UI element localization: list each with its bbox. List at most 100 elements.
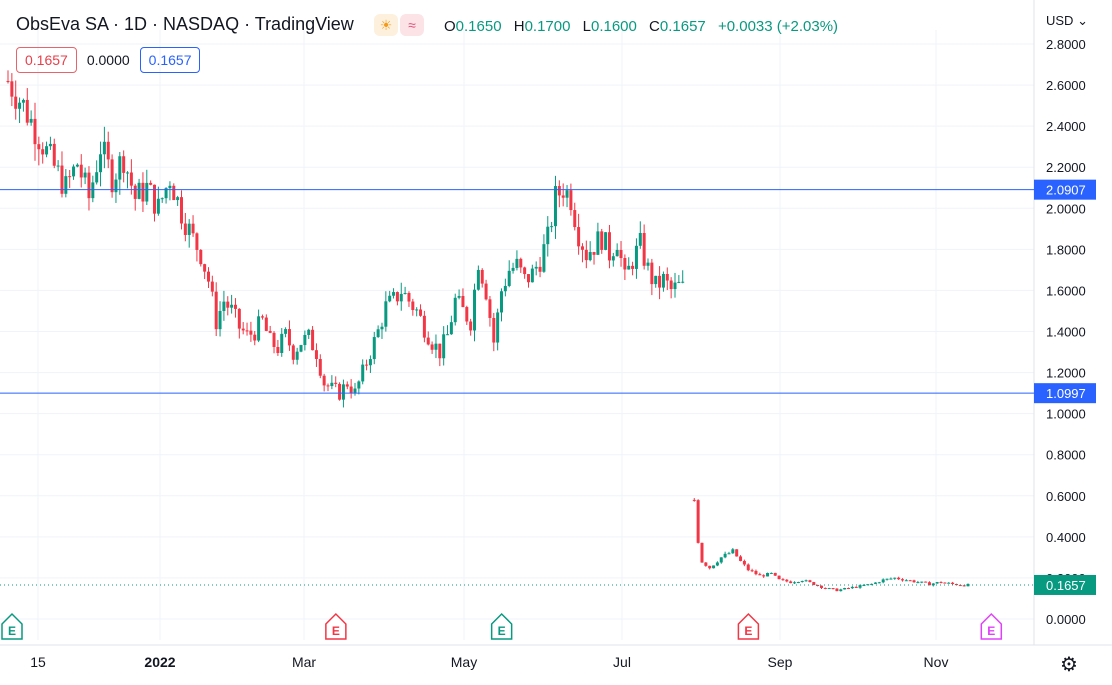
candle-body — [588, 252, 592, 261]
candle-body — [523, 267, 527, 275]
candle-body — [951, 582, 955, 584]
candle-body — [611, 256, 615, 261]
candle-body — [623, 258, 627, 270]
candle-body — [399, 293, 403, 302]
candle-body — [79, 164, 83, 178]
candle-body — [29, 118, 33, 123]
candle-body — [831, 588, 835, 590]
y-tick-label: 2.2000 — [1046, 160, 1086, 175]
price-box-bid[interactable]: 0.1657 — [16, 47, 77, 73]
candle-body — [912, 580, 916, 583]
candle-body — [149, 182, 153, 185]
y-tick-label: 1.8000 — [1046, 242, 1086, 257]
candle-body — [280, 333, 284, 353]
candle-body — [164, 188, 168, 199]
candle-body — [276, 346, 280, 353]
candle-body — [241, 328, 245, 331]
price-box-ask[interactable]: 0.1657 — [139, 47, 201, 73]
candle-body — [820, 585, 824, 588]
candle-body — [272, 332, 276, 347]
candle-body — [330, 382, 334, 387]
candle-body — [245, 330, 249, 332]
candle-body — [843, 587, 847, 590]
candle-body — [287, 329, 291, 346]
candle-body — [742, 560, 746, 565]
close-value: 0.1657 — [659, 18, 706, 35]
candle-body — [365, 364, 369, 366]
candle-body — [804, 580, 808, 582]
candle-body — [677, 281, 681, 283]
indicator-badges: ☀ ≈ — [374, 14, 424, 36]
candle-body — [496, 312, 500, 343]
candle-body — [41, 149, 45, 155]
candle-body — [873, 582, 877, 584]
candle-body — [438, 343, 442, 359]
candle-body — [692, 499, 696, 501]
candle-body — [214, 291, 218, 330]
candle-body — [311, 329, 315, 351]
candle-body — [503, 285, 507, 292]
candle-body — [133, 185, 137, 199]
candle-body — [191, 223, 195, 234]
candle-body — [203, 264, 207, 272]
candle-body — [712, 565, 716, 569]
candle-body — [885, 578, 889, 580]
candle-body — [314, 350, 318, 360]
x-tick-label: Jul — [613, 654, 631, 670]
candle-body — [943, 582, 947, 584]
earnings-marker-label: E — [987, 624, 995, 638]
candle-body — [91, 182, 95, 199]
candle-body — [550, 226, 554, 228]
currency-selector[interactable]: USD ⌄ — [1046, 13, 1088, 28]
candle-body — [415, 309, 419, 311]
candle-body — [557, 186, 561, 196]
horizontal-line-label-box — [1034, 179, 1096, 200]
candle-body — [434, 343, 438, 350]
candle-body — [546, 226, 550, 245]
candle-body — [403, 292, 407, 294]
candle-body — [21, 99, 25, 103]
candle-body — [137, 182, 141, 199]
candle-body — [87, 172, 91, 199]
candle-body — [299, 345, 303, 352]
sun-icon[interactable]: ☀ — [374, 14, 398, 36]
candle-body — [823, 587, 827, 589]
y-tick-label: 1.2000 — [1046, 366, 1086, 381]
candle-body — [580, 246, 584, 250]
candle-body — [935, 582, 939, 584]
candle-body — [854, 586, 858, 588]
candle-body — [931, 583, 935, 586]
candle-body — [762, 575, 766, 577]
candle-body — [766, 572, 770, 577]
candle-body — [6, 80, 10, 82]
candle-body — [816, 585, 820, 587]
candle-body — [681, 281, 685, 283]
gear-icon[interactable]: ⚙ — [1060, 654, 1078, 676]
candle-body — [839, 589, 843, 592]
candle-body — [592, 252, 596, 255]
candle-body — [60, 165, 64, 194]
candle-body — [673, 282, 677, 290]
candle-body — [353, 388, 357, 394]
candle-body — [295, 351, 299, 360]
earnings-marker — [490, 612, 513, 640]
candle-body — [75, 164, 79, 167]
candle-body — [469, 321, 473, 331]
candle-body — [897, 577, 901, 580]
candle-body — [419, 309, 423, 316]
candle-body — [870, 583, 874, 585]
candle-body — [900, 579, 904, 581]
y-tick-label: 2.4000 — [1046, 119, 1086, 134]
candle-body — [179, 197, 183, 224]
candle-body — [596, 231, 600, 255]
candle-body — [380, 326, 384, 330]
waves-icon[interactable]: ≈ — [400, 14, 424, 36]
horizontal-line-label-box — [1034, 383, 1096, 404]
candle-body — [619, 249, 623, 259]
candle-body — [361, 364, 365, 382]
candle-body — [449, 322, 453, 335]
candle-body — [877, 582, 881, 584]
candle-body — [102, 141, 106, 155]
candle-body — [515, 258, 519, 268]
